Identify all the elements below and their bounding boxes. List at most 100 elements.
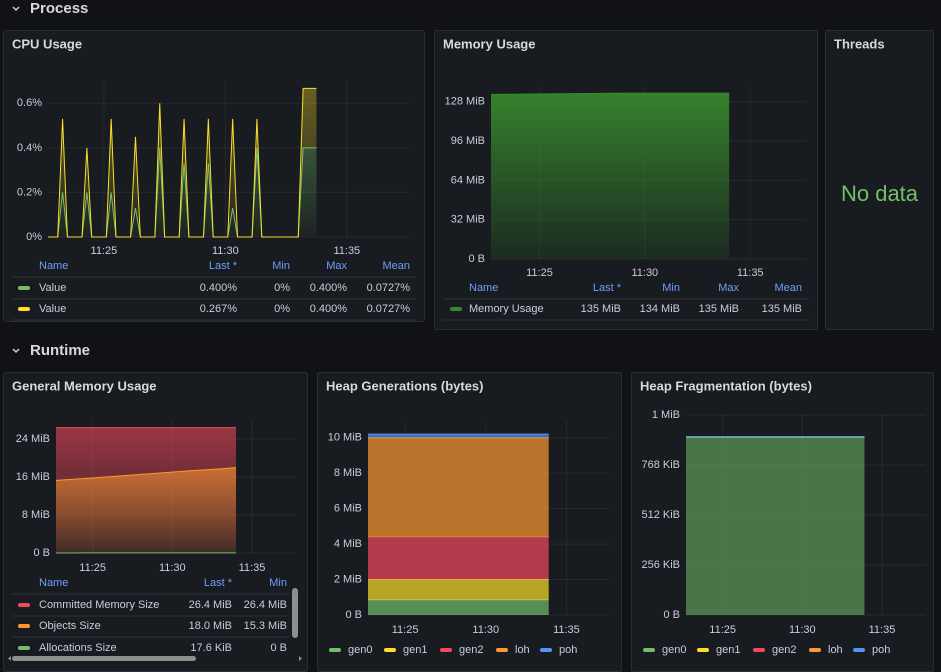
legend-swatch bbox=[440, 648, 452, 652]
no-data-message: No data bbox=[841, 181, 919, 206]
y-tick-label: 128 MiB bbox=[445, 96, 485, 108]
series-area bbox=[56, 467, 237, 553]
legend-header: Name bbox=[39, 577, 68, 589]
y-tick-label: 2 MiB bbox=[334, 573, 362, 585]
x-tick-label: 11:35 bbox=[239, 562, 266, 574]
y-tick-label: 6 MiB bbox=[334, 503, 362, 515]
legend-name: gen0 bbox=[348, 644, 372, 656]
legend-value: 0% bbox=[274, 282, 290, 294]
y-tick-label: 768 KiB bbox=[641, 459, 680, 471]
legend-swatch bbox=[384, 648, 396, 652]
legend-name: Value bbox=[39, 282, 66, 294]
legend-swatch bbox=[18, 307, 30, 311]
legend-name: Committed Memory Size bbox=[39, 599, 159, 611]
y-tick-label: 0 B bbox=[33, 547, 50, 559]
y-tick-label: 64 MiB bbox=[451, 174, 485, 186]
y-tick-label: 16 MiB bbox=[16, 471, 50, 483]
legend-swatch bbox=[853, 648, 865, 652]
panel-title: Heap Generations (bytes) bbox=[326, 378, 484, 393]
scroll-arrow bbox=[299, 656, 302, 661]
scroll-arrow bbox=[8, 656, 11, 661]
collapse-chevron bbox=[12, 6, 20, 12]
legend-value: 0.267% bbox=[200, 303, 238, 315]
y-tick-label: 256 KiB bbox=[641, 559, 680, 571]
legend-swatch bbox=[329, 648, 341, 652]
x-tick-label: 11:35 bbox=[553, 624, 580, 636]
legend-header: Min bbox=[269, 577, 287, 589]
y-tick-label: 0.4% bbox=[17, 142, 42, 154]
legend-swatch bbox=[18, 646, 30, 650]
legend-swatch bbox=[496, 648, 508, 652]
legend-name: Allocations Size bbox=[39, 642, 117, 654]
x-tick-label: 11:35 bbox=[333, 245, 360, 257]
row-title[interactable]: Process bbox=[30, 0, 88, 17]
legend-value: 0% bbox=[274, 303, 290, 315]
legend-swatch bbox=[753, 648, 765, 652]
y-tick-label: 0% bbox=[26, 231, 42, 243]
legend-header: Name bbox=[39, 260, 68, 272]
y-tick-label: 1 MiB bbox=[652, 409, 680, 421]
y-tick-label: 0.6% bbox=[17, 97, 42, 109]
legend-name: gen0 bbox=[662, 644, 686, 656]
y-tick-label: 512 KiB bbox=[641, 509, 680, 521]
panel-title: CPU Usage bbox=[12, 36, 82, 51]
series-area bbox=[368, 599, 549, 615]
legend-swatch bbox=[540, 648, 552, 652]
legend-value: 0 B bbox=[270, 642, 287, 654]
y-tick-label: 96 MiB bbox=[451, 135, 485, 147]
y-tick-label: 24 MiB bbox=[16, 433, 50, 445]
series-area bbox=[368, 579, 549, 600]
legend-name: Value bbox=[39, 303, 66, 315]
legend-value: 0.400% bbox=[310, 282, 348, 294]
x-tick-label: 11:25 bbox=[392, 624, 419, 636]
scrollbar-v bbox=[292, 588, 298, 638]
legend-value: 17.6 KiB bbox=[190, 642, 232, 654]
legend-header: Mean bbox=[774, 282, 802, 294]
legend-name: loh bbox=[828, 644, 843, 656]
legend-swatch bbox=[643, 648, 655, 652]
legend-name: poh bbox=[559, 644, 577, 656]
series-line bbox=[55, 467, 237, 481]
y-tick-label: 8 MiB bbox=[334, 467, 362, 479]
panel-title: Threads bbox=[834, 36, 885, 51]
legend-value: 26.4 MiB bbox=[189, 599, 232, 611]
x-tick-label: 11:30 bbox=[472, 624, 499, 636]
legend-name: poh bbox=[872, 644, 890, 656]
series-area bbox=[368, 537, 549, 580]
series-area bbox=[368, 437, 549, 537]
y-tick-label: 8 MiB bbox=[22, 509, 50, 521]
legend-header: Max bbox=[718, 282, 739, 294]
legend-name: loh bbox=[515, 644, 530, 656]
legend-value: 15.3 MiB bbox=[244, 620, 287, 632]
series-area bbox=[686, 437, 865, 615]
legend-name: gen2 bbox=[772, 644, 796, 656]
y-tick-label: 4 MiB bbox=[334, 538, 362, 550]
scrollbar-h bbox=[12, 656, 196, 661]
legend-value: 0.0727% bbox=[367, 303, 411, 315]
legend-name: gen1 bbox=[403, 644, 427, 656]
x-tick-label: 11:25 bbox=[79, 562, 106, 574]
y-tick-label: 10 MiB bbox=[328, 432, 362, 444]
legend-swatch bbox=[809, 648, 821, 652]
series-area bbox=[491, 93, 730, 260]
legend-header: Last * bbox=[204, 577, 233, 589]
series-line bbox=[48, 87, 317, 238]
legend-header: Name bbox=[469, 282, 498, 294]
x-tick-label: 11:35 bbox=[737, 267, 764, 279]
legend-table: Name Last * Min Committed Memory Size 26.4 M… bbox=[12, 577, 290, 654]
legend-value: 18.0 MiB bbox=[189, 620, 232, 632]
panel-title: Memory Usage bbox=[443, 36, 535, 51]
y-tick-label: 32 MiB bbox=[451, 214, 485, 226]
row-title[interactable]: Runtime bbox=[30, 342, 90, 359]
legend-value: 0.0727% bbox=[367, 282, 411, 294]
collapse-chevron bbox=[12, 348, 20, 354]
legend-header: Mean bbox=[382, 260, 410, 272]
legend-value: 0.400% bbox=[310, 303, 348, 315]
panel bbox=[3, 30, 425, 322]
x-tick-label: 11:25 bbox=[91, 245, 118, 257]
x-tick-label: 11:25 bbox=[709, 624, 736, 636]
x-tick-label: 11:35 bbox=[869, 624, 896, 636]
legend-header: Min bbox=[272, 260, 290, 272]
legend-swatch bbox=[18, 603, 30, 607]
